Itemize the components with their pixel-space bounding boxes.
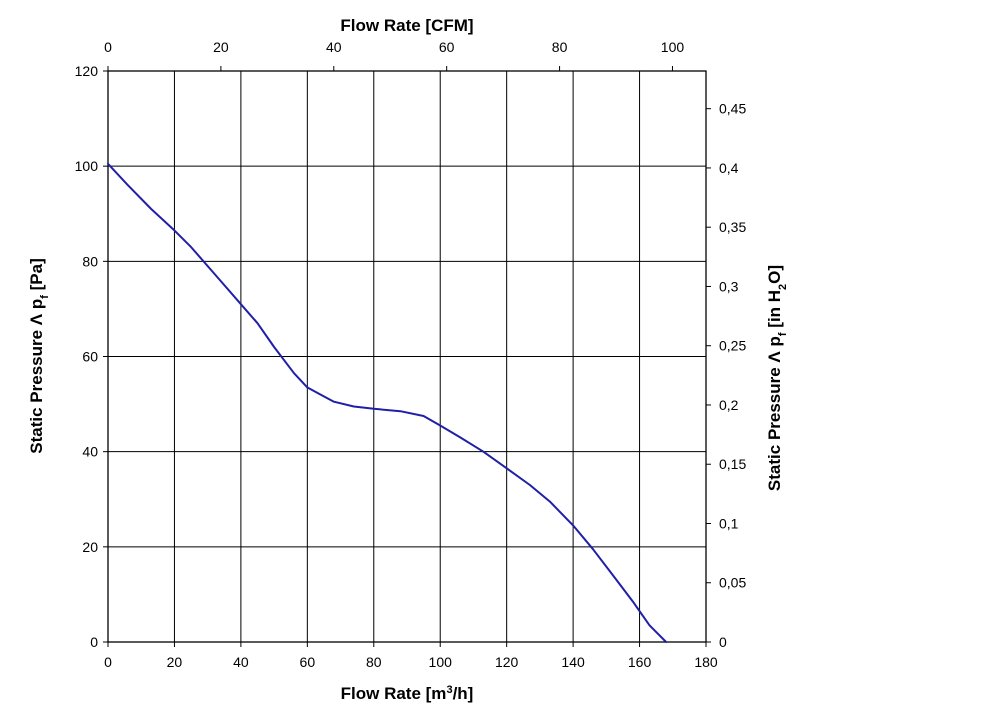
top-tick-label: 80 — [552, 39, 568, 55]
bottom-tick-label: 40 — [233, 654, 249, 670]
left-axis-tick-labels: 0 20 40 60 80 100 120 — [75, 63, 99, 650]
right-tick-label: 0,3 — [719, 278, 739, 294]
right-tick-label: 0 — [719, 634, 727, 650]
bottom-tick-label: 120 — [495, 654, 519, 670]
bottom-tick-label: 0 — [104, 654, 112, 670]
left-axis-title-end: [Pa] — [27, 258, 46, 295]
top-tick-label: 60 — [439, 39, 455, 55]
right-tick-label: 0,15 — [719, 456, 746, 472]
bottom-tick-label: 60 — [300, 654, 316, 670]
horizontal-grid-lines — [108, 70, 706, 643]
bottom-tick-label: 80 — [366, 654, 382, 670]
right-axis-title: Static Pressure Λ pf [in H2O] — [765, 265, 789, 491]
top-axis-title: Flow Rate [CFM] — [340, 16, 473, 35]
top-tick-label: 40 — [326, 39, 342, 55]
bottom-axis-title-sup: 3 — [446, 684, 452, 696]
bottom-axis-title-end: /h] — [453, 684, 474, 703]
right-axis-title-mid: [in H — [765, 290, 784, 333]
tick-marks — [103, 66, 711, 647]
bottom-tick-label: 180 — [694, 654, 718, 670]
top-axis-tick-labels: 0 20 40 60 80 100 — [104, 39, 684, 55]
left-tick-label: 60 — [82, 349, 98, 365]
top-tick-label: 0 — [104, 39, 112, 55]
left-axis-title: Static Pressure Λ pf [Pa] — [27, 258, 51, 453]
right-tick-label: 0,4 — [719, 160, 739, 176]
top-tick-label: 100 — [661, 39, 685, 55]
bottom-tick-label: 100 — [429, 654, 453, 670]
left-tick-label: 80 — [82, 253, 98, 269]
bottom-tick-label: 140 — [561, 654, 585, 670]
right-tick-label: 0,2 — [719, 397, 739, 413]
bottom-axis-title: Flow Rate [m3/h] — [341, 684, 474, 703]
left-tick-label: 20 — [82, 539, 98, 555]
bottom-axis-tick-labels: 0 20 40 60 80 100 120 140 160 180 — [104, 654, 718, 670]
left-tick-label: 100 — [75, 158, 99, 174]
bottom-axis-title-main: Flow Rate [m — [341, 684, 447, 703]
left-tick-label: 0 — [90, 634, 98, 650]
bottom-tick-label: 160 — [628, 654, 652, 670]
right-axis-title-sub: f — [777, 332, 789, 336]
right-axis-title-main: Static Pressure Λ p — [765, 336, 784, 491]
pressure-curve-line — [107, 162, 668, 643]
top-tick-label: 20 — [213, 39, 229, 55]
bottom-tick-label: 20 — [167, 654, 183, 670]
right-tick-label: 0,05 — [719, 575, 746, 591]
right-axis-title-sub2: 2 — [777, 284, 789, 290]
left-axis-title-main: Static Pressure Λ p — [27, 299, 46, 454]
left-tick-label: 40 — [82, 444, 98, 460]
right-tick-label: 0,45 — [719, 101, 746, 117]
left-tick-label: 120 — [75, 63, 99, 79]
left-axis-title-sub: f — [39, 295, 51, 299]
right-axis-tick-labels: 0 0,05 0,1 0,15 0,2 0,25 0,3 0,35 0,4 0,45 — [719, 101, 746, 650]
right-axis-title-end: O] — [765, 265, 784, 284]
right-tick-label: 0,25 — [719, 338, 746, 354]
right-tick-label: 0,35 — [719, 219, 746, 235]
right-tick-label: 0,1 — [719, 515, 739, 531]
